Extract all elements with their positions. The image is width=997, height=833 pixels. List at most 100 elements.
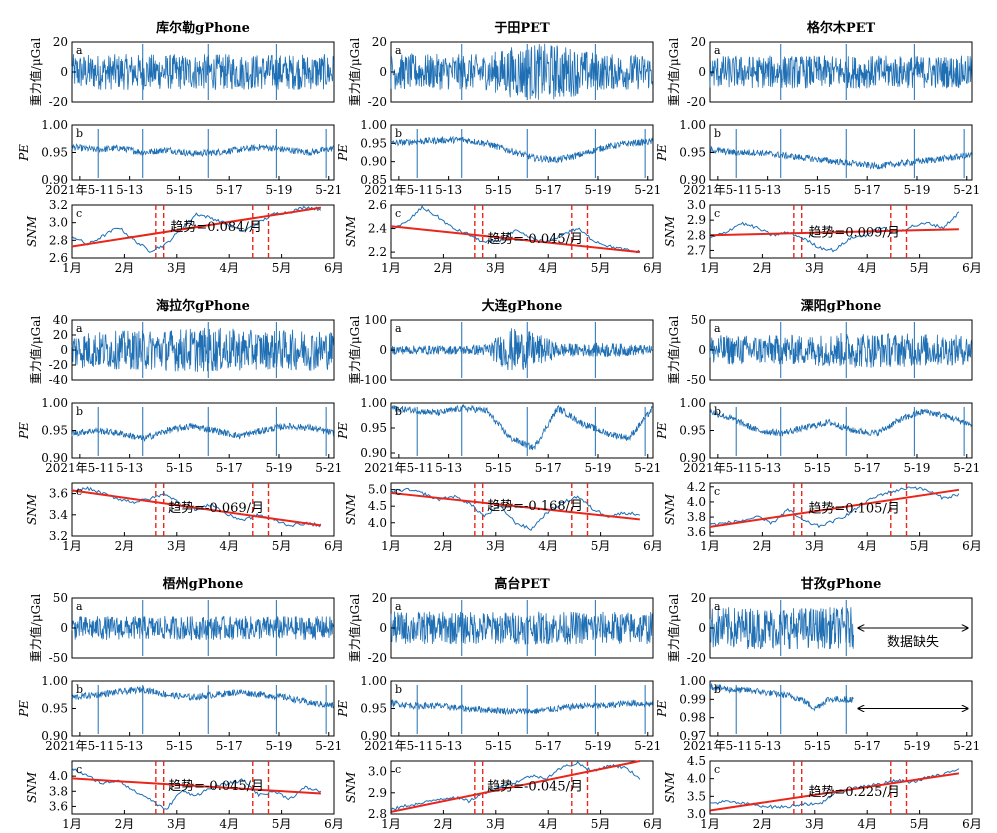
pe-ytick-label: 0.90: [679, 451, 706, 465]
month-tick-label: 4月: [538, 261, 558, 275]
month-tick-label: 1月: [381, 539, 401, 553]
date-tick-label: 5-17: [535, 461, 562, 475]
gravity-ytick-label: -100: [360, 373, 387, 387]
month-tick-label: 6月: [962, 261, 982, 275]
trend-line: [71, 489, 322, 527]
date-tick-label: 5-17: [854, 739, 881, 753]
gravity-ytick-label: -20: [49, 358, 68, 372]
snm-ytick-label: 4.0: [368, 516, 387, 530]
pe-ytick-label: 0.95: [360, 136, 387, 150]
gravity-ytick-label: 50: [691, 313, 706, 327]
pe-axes: [709, 680, 973, 737]
snm-ylabel: SNM: [344, 771, 358, 803]
date-tick-label: 5-13: [435, 461, 462, 475]
panel-letter-b: b: [76, 405, 83, 418]
pe-ytick-label: 0.99: [679, 692, 706, 706]
pe-ytick-label: 1.00: [41, 396, 68, 410]
snm-ytick-label: 3.5: [687, 789, 706, 803]
date-tick-label: 5-19: [265, 461, 292, 475]
month-tick-label: 3月: [486, 817, 506, 831]
gravity-series: [71, 327, 334, 372]
trend-label: 趋势=-0.069/月: [168, 500, 264, 516]
date-tick-label: 2021年5-11: [683, 183, 753, 197]
gravity-ytick-label: 0: [379, 343, 387, 357]
panel-title: 甘孜gPhone: [801, 576, 882, 592]
trend-label: 趋势=-0.168/月: [487, 498, 583, 514]
snm-ytick-label: 2.7: [687, 243, 706, 257]
month-tick-label: 2月: [753, 261, 773, 275]
date-tick-label: 5-15: [804, 183, 831, 197]
gravity-ytick-label: 0: [698, 621, 706, 635]
date-tick-label: 5-13: [754, 461, 781, 475]
month-tick-label: 4月: [219, 817, 239, 831]
date-tick-label: 5-15: [804, 461, 831, 475]
station-panel-5: 大连gPhone -100 0 100 a 重力值/μGal 0.90 0.95 1.00 b PE…: [336, 298, 663, 553]
pe-ylabel: PE: [17, 144, 31, 162]
date-tick-label: 5-17: [216, 739, 243, 753]
month-tick-label: 2月: [115, 817, 135, 831]
date-tick-label: 5-15: [166, 461, 193, 475]
trend-line: [709, 772, 960, 812]
panel-title: 格尔木PET: [807, 20, 876, 36]
date-tick-label: 5-13: [754, 739, 781, 753]
pe-axes: [71, 680, 335, 737]
date-tick-label: 5-21: [953, 461, 980, 475]
month-tick-label: 5月: [272, 539, 292, 553]
month-tick-label: 5月: [910, 539, 930, 553]
snm-axes: [709, 760, 973, 815]
gravity-series: [390, 611, 653, 645]
snm-ytick-label: 5.0: [368, 483, 387, 497]
panel-title: 海拉尔gPhone: [156, 298, 250, 314]
pe-ylabel: PE: [336, 144, 350, 162]
month-tick-label: 6月: [643, 817, 663, 831]
month-tick-label: 3月: [486, 539, 506, 553]
date-tick-label: 5-15: [485, 739, 512, 753]
pe-ytick-label: 1.00: [679, 396, 706, 410]
gravity-ytick-label: 20: [691, 591, 706, 605]
panel-letter-c: c: [714, 485, 720, 498]
snm-ylabel: SNM: [663, 771, 677, 803]
gravity-series: [390, 328, 653, 371]
month-tick-label: 6月: [962, 539, 982, 553]
month-tick-label: 1月: [700, 817, 720, 831]
snm-ytick-label: 2.4: [368, 222, 387, 236]
pe-ytick-label: 0.90: [679, 173, 706, 187]
snm-ytick-label: 3.4: [49, 508, 68, 522]
panel-letter-b: b: [395, 683, 402, 696]
date-tick-label: 2021年5-11: [45, 183, 115, 197]
month-tick-label: 6月: [324, 261, 344, 275]
month-tick-label: 3月: [805, 539, 825, 553]
gravity-ytick-label: 20: [53, 328, 68, 342]
pe-series: [709, 145, 972, 170]
month-tick-label: 3月: [167, 261, 187, 275]
panel-letter-a: a: [76, 600, 83, 613]
snm-ytick-label: 3.0: [687, 807, 706, 821]
snm-series: [71, 486, 322, 528]
panel-letter-a: a: [714, 322, 721, 335]
month-tick-label: 1月: [381, 261, 401, 275]
month-tick-label: 1月: [62, 261, 82, 275]
date-tick-label: 5-19: [903, 739, 930, 753]
gravity-ytick-label: -40: [49, 373, 68, 387]
month-tick-label: 4月: [219, 539, 239, 553]
month-tick-label: 1月: [62, 817, 82, 831]
snm-series: [709, 211, 960, 253]
date-tick-label: 5-21: [315, 739, 342, 753]
pe-axes: [709, 402, 973, 459]
date-tick-label: 5-19: [265, 739, 292, 753]
snm-axes: [709, 204, 973, 259]
gravity-ytick-label: 0: [60, 343, 68, 357]
snm-ytick-label: 2.8: [49, 233, 68, 247]
pe-ytick-label: 1.00: [41, 674, 68, 688]
snm-series: [709, 486, 960, 529]
gravity-ytick-label: -20: [687, 651, 706, 665]
snm-axes: [709, 482, 973, 537]
date-tick-label: 5-19: [584, 183, 611, 197]
gravity-ytick-label: 20: [691, 35, 706, 49]
month-tick-label: 3月: [167, 539, 187, 553]
month-tick-label: 5月: [272, 817, 292, 831]
panel-title: 溧阳gPhone: [801, 298, 882, 314]
panel-letter-c: c: [714, 207, 720, 220]
pe-ytick-label: 1.00: [360, 118, 387, 132]
panel-letter-a: a: [76, 44, 83, 57]
